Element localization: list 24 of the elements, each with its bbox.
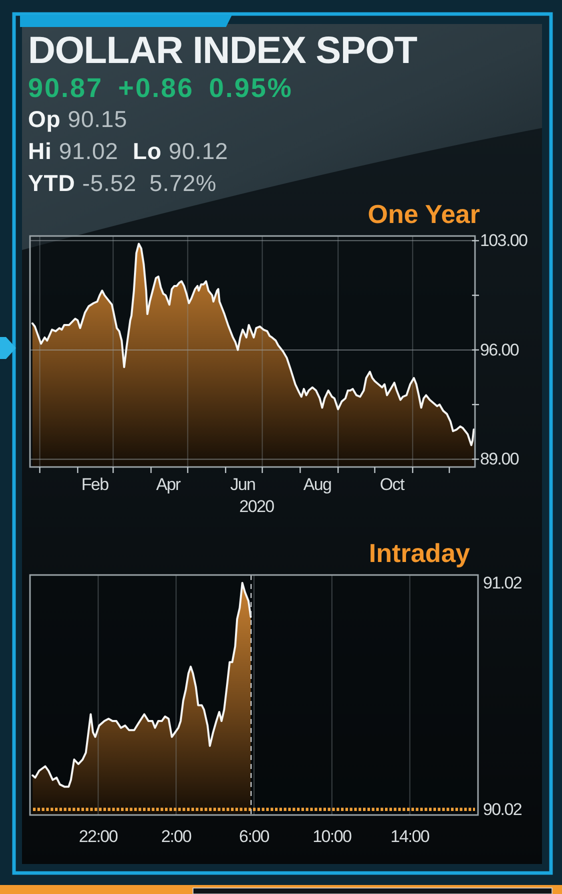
text: Hi 91.02 [28, 138, 118, 164]
y-tick-label: 103.00 [480, 231, 528, 250]
text: Lo 90.12 [132, 138, 228, 164]
x-tick-label: Oct [380, 475, 405, 494]
y-tick-label: 89.00 [480, 450, 519, 469]
x-tick-label: Apr [156, 475, 182, 494]
x-tick-label: Feb [81, 475, 109, 494]
y-tick-label: 90.02 [483, 800, 522, 819]
chart-title: One Year [368, 199, 480, 229]
text: YTD -5.52 5.72% [28, 170, 217, 196]
x-tick-label: 2:00 [161, 827, 192, 846]
y-tick-label: 91.02 [483, 573, 522, 592]
x-tick-label: 10:00 [312, 827, 352, 846]
text: 90.87 +0.86 0.95% [28, 73, 293, 103]
x-axis-title: 2020 [239, 497, 274, 516]
text: DOLLAR INDEX SPOT [28, 30, 418, 72]
chart-title: Intraday [368, 538, 471, 568]
x-tick-label: 14:00 [390, 827, 430, 846]
x-tick-label: Jun [230, 475, 256, 494]
x-tick-label: Aug [303, 475, 332, 494]
x-tick-label: 6:00 [239, 827, 270, 846]
text: Op 90.15 [28, 106, 128, 132]
x-tick-label: 22:00 [78, 827, 118, 846]
y-tick-label: 96.00 [480, 340, 519, 360]
